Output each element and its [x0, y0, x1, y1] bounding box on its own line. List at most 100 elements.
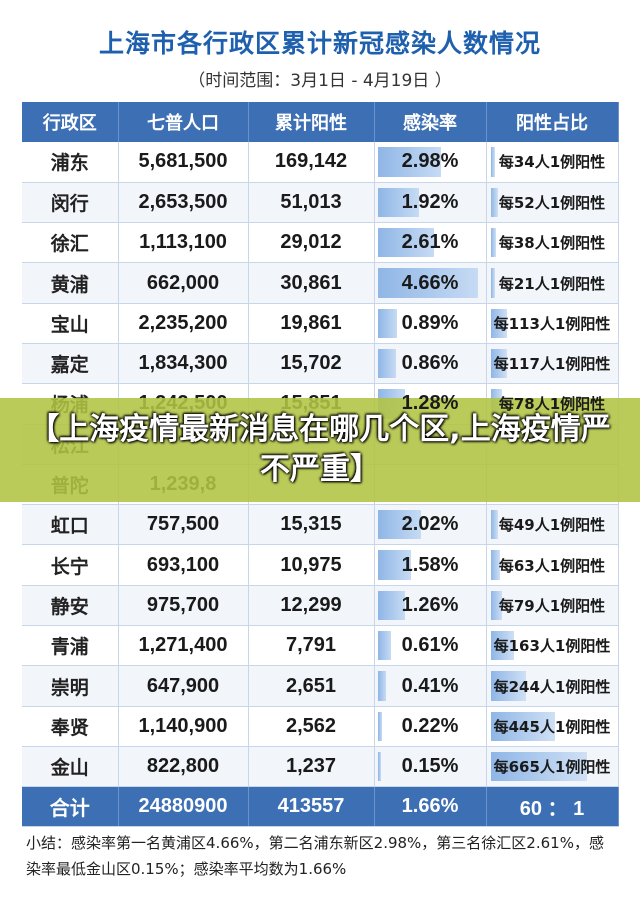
- positive-cell: 51,013: [248, 182, 375, 224]
- rate-value: 0.86%: [401, 352, 459, 375]
- district-cell: 青浦: [22, 625, 119, 667]
- population-cell: 1,113,100: [118, 222, 249, 264]
- header-ratio: 阳性占比: [486, 102, 619, 142]
- ratio-cell: 每34人1例阳性: [486, 142, 619, 183]
- rate-bar: [377, 631, 391, 661]
- population-cell: 975,700: [118, 585, 249, 627]
- district-cell: 奉贤: [22, 706, 119, 747]
- ratio-cell: 每445人1例阳性: [486, 706, 619, 747]
- table-row: 静安 975,700 12,299 1.26% 每79人1例阳性: [22, 585, 619, 627]
- rate-cell: 1.26%: [374, 585, 487, 627]
- table-row: 嘉定 1,834,300 15,702 0.86% 每117人1例阳性: [22, 343, 619, 385]
- header-district: 行政区: [22, 102, 119, 142]
- ratio-value: 每78人1例阳性: [498, 395, 606, 414]
- ratio-bar: [490, 228, 496, 258]
- district-cell: 浦东: [22, 142, 119, 183]
- district-cell: 虹口: [22, 504, 119, 546]
- ratio-cell: 每52人1例阳性: [486, 182, 619, 224]
- ratio-value: 每113人1例阳性: [493, 314, 611, 333]
- ratio-cell: 每49人1例阳性: [486, 504, 619, 546]
- total-population: 24880900: [118, 786, 249, 828]
- page-title: 上海市各行政区累计新冠感染人数情况: [98, 29, 541, 58]
- ratio-bar: [490, 510, 498, 540]
- page-subtitle: （时间范围：3月1日 - 4月19日 ）: [188, 71, 452, 91]
- positive-cell: 29,012: [248, 222, 375, 264]
- table-row: 黄浦 662,000 30,861 4.66% 每21人1例阳性: [22, 262, 619, 304]
- rate-bar: [377, 268, 478, 298]
- ratio-value: 每52人1例阳性: [498, 193, 606, 212]
- total-label: 合计: [22, 786, 119, 828]
- rate-bar: [377, 510, 421, 540]
- ratio-bar: [490, 550, 500, 580]
- rate-bar: [377, 711, 383, 741]
- population-cell: 1,271,400: [118, 625, 249, 667]
- positive-cell: 30,861: [248, 262, 375, 304]
- table-row: 长宁 693,100 10,975 1.58% 每63人1例阳性: [22, 544, 619, 586]
- rate-bar: [377, 147, 442, 177]
- population-cell: 693,100: [118, 544, 249, 586]
- banner-text: 【上海疫情最新消息在哪几个区,上海疫情严不严重】: [29, 412, 611, 487]
- positive-cell: 1,237: [248, 746, 375, 788]
- positive-cell: 15,702: [248, 343, 375, 385]
- table-row: 青浦 1,271,400 7,791 0.61% 每163人1例阳性: [22, 625, 619, 667]
- population-cell: 822,800: [118, 746, 249, 788]
- rate-bar: [377, 228, 434, 258]
- ratio-value: 每665人1例阳性: [493, 758, 611, 777]
- header-rate: 感染率: [374, 102, 487, 142]
- rate-value: 1.92%: [401, 190, 459, 213]
- rate-value: 2.02%: [401, 513, 459, 536]
- district-cell: 长宁: [22, 544, 119, 586]
- rate-value: 1.28%: [401, 392, 459, 415]
- ratio-cell: 每117人1例阳性: [486, 343, 619, 385]
- rate-cell: 0.86%: [374, 343, 487, 385]
- ratio-cell: 每113人1例阳性: [486, 303, 619, 344]
- total-positive: 413557: [248, 786, 375, 828]
- population-cell: 1,834,300: [118, 343, 249, 385]
- table-row: 崇明 647,900 2,651 0.41% 每244人1例阳性: [22, 665, 619, 707]
- population-cell: 5,681,500: [118, 142, 249, 183]
- population-cell: 647,900: [118, 665, 249, 707]
- rate-cell: 0.89%: [374, 303, 487, 344]
- total-rate: 1.66%: [374, 786, 487, 828]
- rate-value: 2.61%: [401, 231, 459, 254]
- ratio-bar: [490, 751, 587, 782]
- rate-value: 0.41%: [401, 674, 459, 697]
- ratio-cell: 每79人1例阳性: [486, 585, 619, 627]
- ratio-value: 每63人1例阳性: [498, 556, 606, 575]
- rate-value: 1.58%: [401, 553, 459, 576]
- table-row: 金山 822,800 1,237 0.15% 每665人1例阳性: [22, 746, 619, 788]
- ratio-bar: [490, 631, 515, 661]
- rate-cell: 2.02%: [374, 504, 487, 546]
- population-cell: 2,653,500: [118, 182, 249, 224]
- rate-bar: [377, 308, 397, 338]
- ratio-bar: [490, 268, 495, 298]
- district-cell: 静安: [22, 585, 119, 627]
- positive-cell: 12,299: [248, 585, 375, 627]
- table-row: 虹口 757,500 15,315 2.02% 每49人1例阳性: [22, 504, 619, 546]
- rate-cell: 0.61%: [374, 625, 487, 667]
- header-positive: 累计阳性: [248, 102, 375, 142]
- ratio-bar: [490, 348, 508, 379]
- population-cell: 1,140,900: [118, 706, 249, 747]
- rate-value: 0.15%: [401, 755, 459, 778]
- positive-cell: 7,791: [248, 625, 375, 667]
- rate-cell: 4.66%: [374, 262, 487, 304]
- table-row: 奉贤 1,140,900 2,562 0.22% 每445人1例阳性: [22, 706, 619, 747]
- table-row: 宝山 2,235,200 19,861 0.89% 每113人1例阳性: [22, 303, 619, 344]
- population-cell: 757,500: [118, 504, 249, 546]
- rate-value: 0.22%: [401, 714, 459, 737]
- district-cell: 闵行: [22, 182, 119, 224]
- headline-banner: 【上海疫情最新消息在哪几个区,上海疫情严不严重】: [0, 398, 640, 502]
- ratio-bar: [490, 147, 496, 177]
- total-ratio: 60 ： 1: [486, 786, 619, 828]
- summary-text: 小结：感染率第一名黄浦区4.66%，第二名浦东新区2.98%，第三名徐汇区2.6…: [26, 834, 604, 878]
- rate-cell: 2.61%: [374, 222, 487, 264]
- ratio-bar: [490, 187, 498, 218]
- rate-bar: [377, 671, 387, 701]
- district-cell: 嘉定: [22, 343, 119, 385]
- ratio-bar: [490, 711, 555, 741]
- rate-cell: 2.98%: [374, 142, 487, 183]
- ratio-value: 每244人1例阳性: [493, 677, 611, 696]
- rate-value: 1.26%: [401, 593, 459, 616]
- table-header-row: 行政区 七普人口 累计阳性 感染率 阳性占比: [22, 102, 619, 142]
